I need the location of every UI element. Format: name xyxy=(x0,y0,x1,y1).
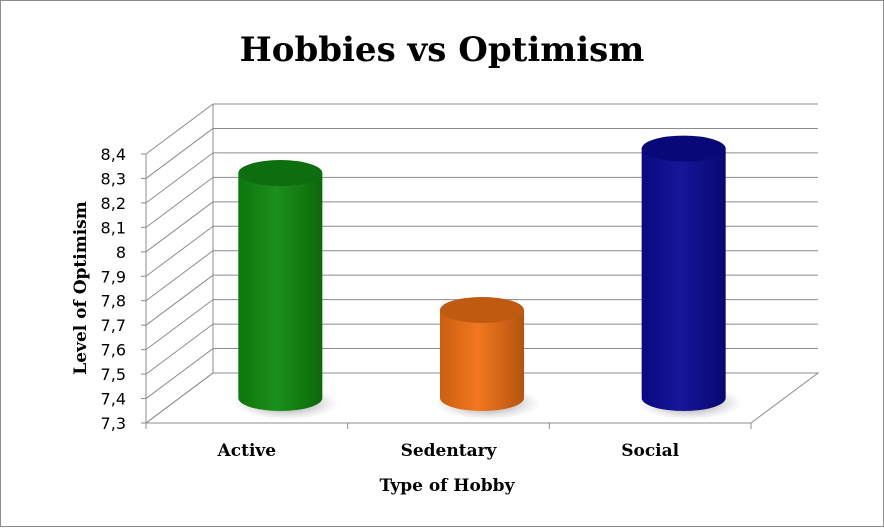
y-tick-label: 8,1 xyxy=(101,218,126,237)
bar-top-social xyxy=(641,135,726,162)
y-tick-label: 8,3 xyxy=(101,169,126,188)
gridline-side xyxy=(145,225,214,277)
y-tick-label: 7,3 xyxy=(101,414,126,433)
y-tick-label: 7,6 xyxy=(101,341,126,360)
gridline-side xyxy=(145,128,214,179)
chart-title: Hobbies vs Optimism xyxy=(240,30,645,70)
y-tick-label: 7,9 xyxy=(101,267,126,286)
category-layer: Active Sedentary Social xyxy=(217,441,680,461)
gridline-side xyxy=(145,348,214,399)
y-axis-title: Level of Optimism xyxy=(71,201,91,374)
y-tick-label: 7,7 xyxy=(101,316,126,335)
gridline-side xyxy=(145,250,214,302)
gridline-side xyxy=(145,274,214,326)
bar-layer xyxy=(234,135,742,420)
x-axis-title: Type of Hobby xyxy=(380,476,516,496)
bar-top-active xyxy=(238,160,323,187)
bar-social xyxy=(641,148,726,412)
gridline-side xyxy=(145,103,214,155)
bar-sedentary xyxy=(440,309,524,411)
y-tick-label: 8,2 xyxy=(101,194,126,213)
x-tick-label: Sedentary xyxy=(401,441,498,461)
gridline-side xyxy=(145,176,214,228)
gridline-side xyxy=(145,152,214,204)
y-tick-label: 8 xyxy=(116,243,126,262)
gridline-side xyxy=(145,323,214,375)
y-tick-label: 8,4 xyxy=(101,145,126,164)
bar-active xyxy=(238,173,323,411)
gridline-side xyxy=(145,299,214,351)
y-tick-label: 7,5 xyxy=(101,365,126,384)
x-tick-label: Active xyxy=(217,441,277,461)
axis-layer xyxy=(141,104,820,429)
gridline-side xyxy=(145,201,214,253)
x-tick-label: Social xyxy=(621,441,679,461)
y-tick-label: 7,8 xyxy=(101,292,126,311)
bar-top-sedentary xyxy=(440,296,524,323)
y-tick-label: 7,4 xyxy=(101,390,126,409)
tick-layer: 7,3 7,4 7,5 7,6 7,7 7,8 7,9 8 8,1 8,2 8,3 8,4 xyxy=(101,145,126,433)
